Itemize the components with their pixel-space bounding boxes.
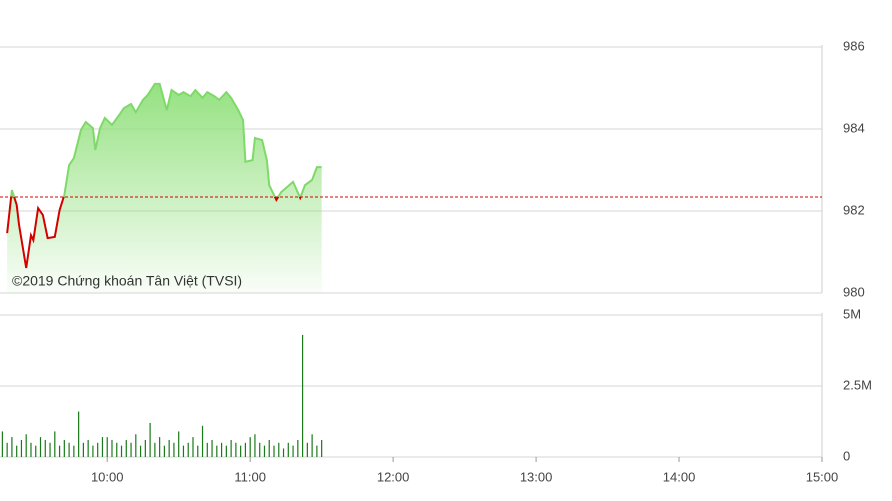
- price-line-up: [10, 82, 322, 198]
- volume-bar: [220, 442, 223, 457]
- volume-bar: [259, 442, 261, 457]
- volume-bar: [244, 442, 247, 457]
- volume-bar: [130, 442, 132, 457]
- volume-bar: [106, 437, 108, 457]
- volume-bar: [139, 445, 142, 457]
- watermark: ©2019 Chứng khoán Tân Việt (TVSI): [12, 273, 242, 289]
- volume-bar: [101, 437, 104, 457]
- volume-bar: [144, 439, 146, 457]
- volume-bar: [30, 442, 32, 457]
- volume-bar: [216, 445, 218, 457]
- volume-bar: [92, 445, 94, 457]
- volume-bar: [311, 434, 313, 457]
- volume-bar: [235, 442, 237, 457]
- y-tick-label: 2.5M: [843, 377, 872, 392]
- volume-bar: [20, 439, 23, 457]
- volume-bar: [154, 442, 156, 457]
- volume-bar: [120, 445, 123, 457]
- volume-bar: [78, 411, 80, 457]
- volume-bar: [68, 442, 70, 457]
- y-tick-label: 980: [843, 284, 865, 299]
- volume-bar: [87, 439, 89, 457]
- volume-bar: [116, 442, 118, 457]
- volume-bar: [35, 445, 37, 457]
- volume-bar: [249, 437, 251, 457]
- volume-bar: [206, 442, 208, 457]
- volume-bar: [1, 431, 3, 457]
- volume-bar: [321, 439, 323, 457]
- volume-bar: [254, 434, 256, 457]
- y-tick-label: 984: [843, 120, 865, 135]
- volume-bar: [159, 437, 161, 457]
- volume-bar: [230, 439, 232, 457]
- volume-bar: [73, 445, 75, 457]
- y-tick-label: 982: [843, 202, 865, 217]
- volume-bar: [192, 437, 194, 457]
- volume-bar: [25, 434, 27, 457]
- volume-bar: [168, 439, 170, 457]
- volume-bar: [211, 439, 213, 457]
- volume-bar: [82, 442, 84, 457]
- volume-bar: [63, 439, 65, 457]
- volume-bar: [125, 439, 127, 457]
- volume-bar: [273, 445, 275, 457]
- y-tick-label: 5M: [843, 306, 861, 321]
- x-tick-label: 14:00: [663, 469, 696, 484]
- volume-bar: [44, 439, 46, 457]
- volume-bar: [182, 445, 185, 457]
- volume-bar: [54, 431, 56, 457]
- volume-bar: [316, 445, 318, 457]
- volume-bar: [297, 439, 299, 457]
- volume-bar: [6, 442, 8, 457]
- volume-bar: [11, 437, 13, 457]
- x-tick-label: 15:00: [806, 469, 839, 484]
- x-tick-label: 10:00: [91, 469, 124, 484]
- y-tick-label: 0: [843, 448, 850, 463]
- volume-bar: [149, 422, 151, 457]
- x-tick-label: 12:00: [377, 469, 410, 484]
- volume-bar: [292, 445, 294, 457]
- volume-bar: [135, 434, 137, 457]
- price-line-down: [6, 197, 302, 269]
- volume-bar: [225, 445, 227, 457]
- volume-bar: [278, 442, 280, 457]
- volume-bar: [282, 448, 285, 457]
- x-tick-label: 11:00: [234, 469, 266, 484]
- volume-bar: [97, 442, 99, 457]
- volume-bar: [240, 445, 242, 457]
- volume-bar: [163, 445, 165, 457]
- volume-bar: [178, 431, 180, 457]
- volume-bar: [187, 442, 189, 457]
- volume-bar: [263, 445, 266, 457]
- volume-bar: [201, 425, 204, 457]
- volume-bar: [39, 437, 42, 457]
- y-tick-label: 986: [843, 38, 865, 53]
- area: [7, 83, 322, 294]
- volume-bar: [16, 445, 18, 457]
- volume-bar: [197, 445, 199, 457]
- volume-bar: [58, 445, 61, 457]
- volume-bar: [111, 439, 113, 457]
- volume-bar: [173, 442, 175, 457]
- volume-bar: [306, 442, 308, 457]
- volume-bar: [287, 442, 289, 457]
- volume-bar: [49, 442, 51, 457]
- volume-bar: [301, 334, 304, 457]
- x-tick-label: 13:00: [520, 469, 553, 484]
- volume-bar: [268, 439, 270, 457]
